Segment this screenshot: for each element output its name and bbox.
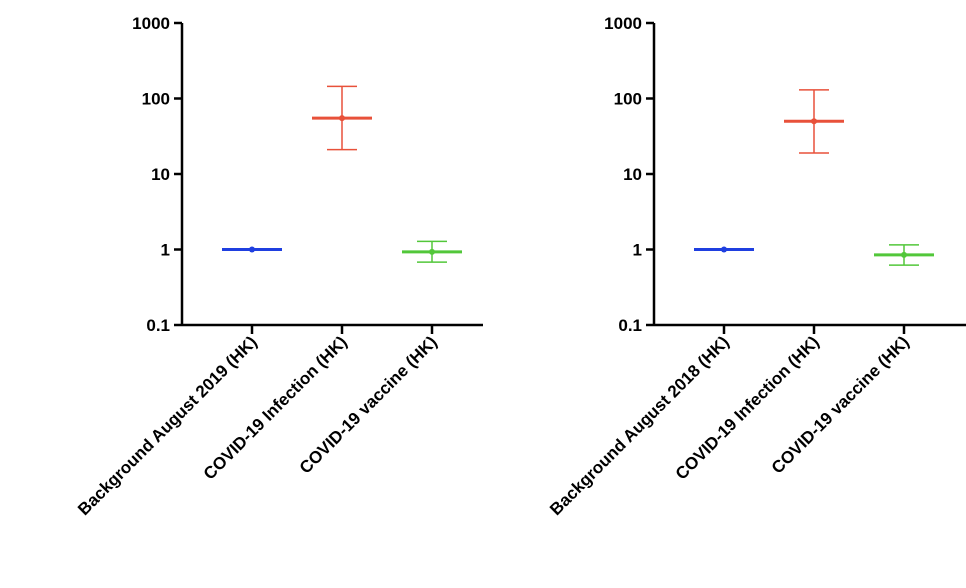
- data-point: [249, 246, 255, 253]
- y-tick-label: 1: [161, 241, 170, 260]
- y-tick-label: 10: [623, 165, 642, 184]
- y-tick-label: 10: [151, 165, 170, 184]
- y-tick-label: 100: [142, 90, 170, 109]
- data-point: [811, 118, 817, 125]
- x-category-label: COVID-19 Infection (HK): [672, 332, 823, 483]
- x-category-label: Background August 2019 (HK): [74, 332, 261, 519]
- data-point: [429, 248, 435, 255]
- y-tick-label: 1000: [132, 14, 170, 33]
- x-category-label: Background August 2018 (HK): [546, 332, 733, 519]
- data-point: [339, 115, 345, 122]
- data-point: [901, 251, 907, 258]
- y-tick-label: 0.1: [146, 316, 170, 335]
- y-tick-label: 1000: [604, 14, 642, 33]
- x-category-label: COVID-19 Infection (HK): [200, 332, 351, 483]
- y-tick-label: 1: [633, 241, 642, 260]
- data-point: [721, 246, 727, 253]
- y-tick-label: 100: [614, 90, 642, 109]
- y-tick-label: 0.1: [618, 316, 642, 335]
